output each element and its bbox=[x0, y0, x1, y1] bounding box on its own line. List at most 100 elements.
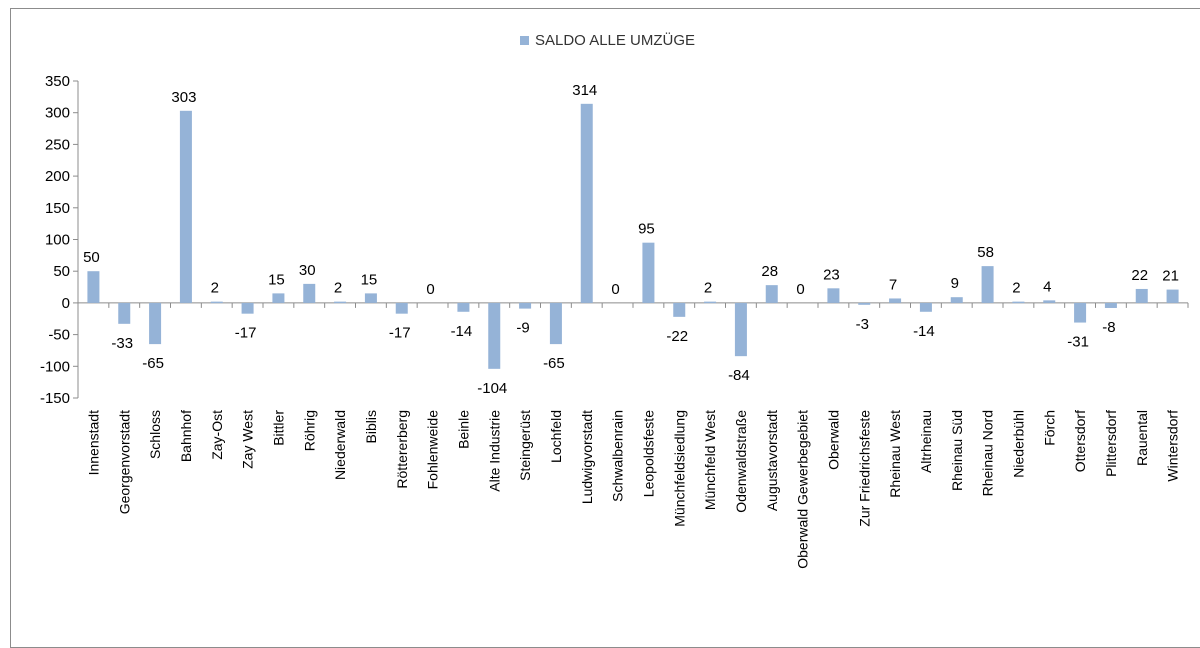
bars bbox=[87, 103, 1179, 369]
bar[interactable] bbox=[673, 302, 686, 317]
bar[interactable] bbox=[241, 302, 254, 314]
data-label: 15 bbox=[268, 271, 285, 288]
data-label: -8 bbox=[1102, 319, 1115, 336]
bar[interactable] bbox=[488, 302, 501, 369]
bar[interactable] bbox=[580, 103, 593, 303]
data-label: -17 bbox=[235, 325, 257, 342]
data-label: -104 bbox=[477, 380, 507, 397]
data-label: 30 bbox=[299, 262, 316, 279]
bar[interactable] bbox=[334, 301, 347, 304]
bar[interactable] bbox=[919, 302, 932, 312]
category-label: Plittersdorf bbox=[1103, 410, 1119, 477]
bar[interactable] bbox=[734, 302, 747, 357]
bar[interactable] bbox=[395, 302, 408, 314]
data-label: 2 bbox=[704, 280, 712, 297]
data-label: 303 bbox=[171, 89, 196, 106]
bar[interactable] bbox=[303, 283, 316, 303]
category-label: Oberwald Gewerbegebiet bbox=[795, 410, 811, 569]
bar[interactable] bbox=[889, 298, 902, 303]
category-label: Odenwaldstraße bbox=[733, 410, 749, 513]
category-label: Förch bbox=[1041, 410, 1057, 446]
bar[interactable] bbox=[858, 302, 871, 305]
bar[interactable] bbox=[118, 302, 131, 324]
data-label: -31 bbox=[1067, 334, 1089, 351]
bar[interactable] bbox=[827, 288, 840, 303]
bar[interactable] bbox=[704, 301, 717, 304]
category-label: Lochfeld bbox=[548, 410, 564, 463]
category-label: Beinle bbox=[455, 410, 471, 449]
bar[interactable] bbox=[272, 293, 285, 303]
bar[interactable] bbox=[364, 293, 377, 303]
bar[interactable] bbox=[1104, 302, 1117, 308]
bar[interactable] bbox=[149, 302, 162, 345]
data-label: 2 bbox=[334, 280, 342, 297]
bar[interactable] bbox=[549, 302, 562, 345]
category-label: Biblis bbox=[363, 410, 379, 443]
y-tick-label: -50 bbox=[48, 327, 70, 344]
category-label: Alte Industrie bbox=[486, 410, 502, 492]
y-tick-label: 150 bbox=[45, 200, 70, 217]
y-tick-label: 100 bbox=[45, 232, 70, 249]
bar[interactable] bbox=[1074, 302, 1087, 323]
bar[interactable] bbox=[1012, 301, 1025, 304]
bar[interactable] bbox=[519, 302, 532, 309]
category-label: Niederwald bbox=[332, 410, 348, 480]
category-label: Schloss bbox=[147, 410, 163, 459]
data-label: 95 bbox=[638, 221, 655, 238]
bar[interactable] bbox=[950, 297, 963, 303]
category-label: Zay-Ost bbox=[209, 410, 225, 460]
data-label: 9 bbox=[951, 275, 959, 292]
data-label: -33 bbox=[111, 335, 133, 352]
data-label: -17 bbox=[389, 325, 411, 342]
category-label: Rauental bbox=[1134, 410, 1150, 466]
data-label: -14 bbox=[913, 323, 935, 340]
bar[interactable] bbox=[765, 285, 778, 303]
data-label: -84 bbox=[728, 367, 750, 384]
category-label: Augustavorstadt bbox=[764, 410, 780, 511]
data-label: 7 bbox=[889, 276, 897, 293]
legend-swatch bbox=[520, 36, 529, 45]
category-labels: Innenstadt Georgenvorstadt Schloss Bahnhof Z… bbox=[85, 410, 1180, 569]
category-label: Schwalbenrain bbox=[610, 410, 626, 502]
y-tick-label: -100 bbox=[40, 358, 70, 375]
category-label: Oberwald bbox=[825, 410, 841, 470]
data-labels: 50 -33 -65 303 2 -17 15 30 2 15 -17 0 -14 -104 -9 -65 31… bbox=[83, 82, 1179, 397]
bar[interactable] bbox=[210, 301, 223, 304]
category-label: Zur Friedrichsfeste bbox=[856, 410, 872, 527]
y-tick-label: 50 bbox=[53, 263, 70, 280]
bar[interactable] bbox=[642, 242, 655, 303]
y-tick-label: 300 bbox=[45, 105, 70, 122]
data-label: 0 bbox=[796, 281, 804, 298]
category-label: Rheinau Süd bbox=[949, 410, 965, 491]
category-label: Fohlenweide bbox=[425, 410, 441, 490]
y-tick-label: 250 bbox=[45, 136, 70, 153]
y-tick-label: 200 bbox=[45, 168, 70, 185]
data-label: 50 bbox=[83, 249, 100, 266]
data-label: 22 bbox=[1131, 267, 1148, 284]
category-label: Röttererberg bbox=[394, 410, 410, 489]
bar[interactable] bbox=[1166, 289, 1179, 303]
category-label: Innenstadt bbox=[85, 410, 101, 475]
data-label: -22 bbox=[666, 328, 688, 345]
category-label: Niederbühl bbox=[1010, 410, 1026, 478]
bar[interactable] bbox=[981, 266, 994, 303]
category-label: Wintersdorf bbox=[1165, 410, 1181, 482]
data-label: -65 bbox=[543, 355, 565, 372]
data-label: 0 bbox=[426, 281, 434, 298]
category-label: Georgenvorstadt bbox=[116, 410, 132, 514]
data-label: 15 bbox=[361, 271, 378, 288]
bar[interactable] bbox=[1135, 288, 1148, 303]
category-label: Röhrig bbox=[301, 410, 317, 451]
category-label: Altrheinau bbox=[918, 410, 934, 473]
category-label: Münchfeld West bbox=[702, 410, 718, 510]
data-label: -9 bbox=[516, 320, 529, 337]
bar[interactable] bbox=[179, 110, 192, 303]
data-label: 21 bbox=[1162, 268, 1179, 285]
data-label: 58 bbox=[977, 244, 994, 261]
bar[interactable] bbox=[87, 271, 100, 303]
bar[interactable] bbox=[1043, 300, 1056, 303]
category-label: Zay West bbox=[240, 410, 256, 469]
bar[interactable] bbox=[457, 302, 470, 312]
